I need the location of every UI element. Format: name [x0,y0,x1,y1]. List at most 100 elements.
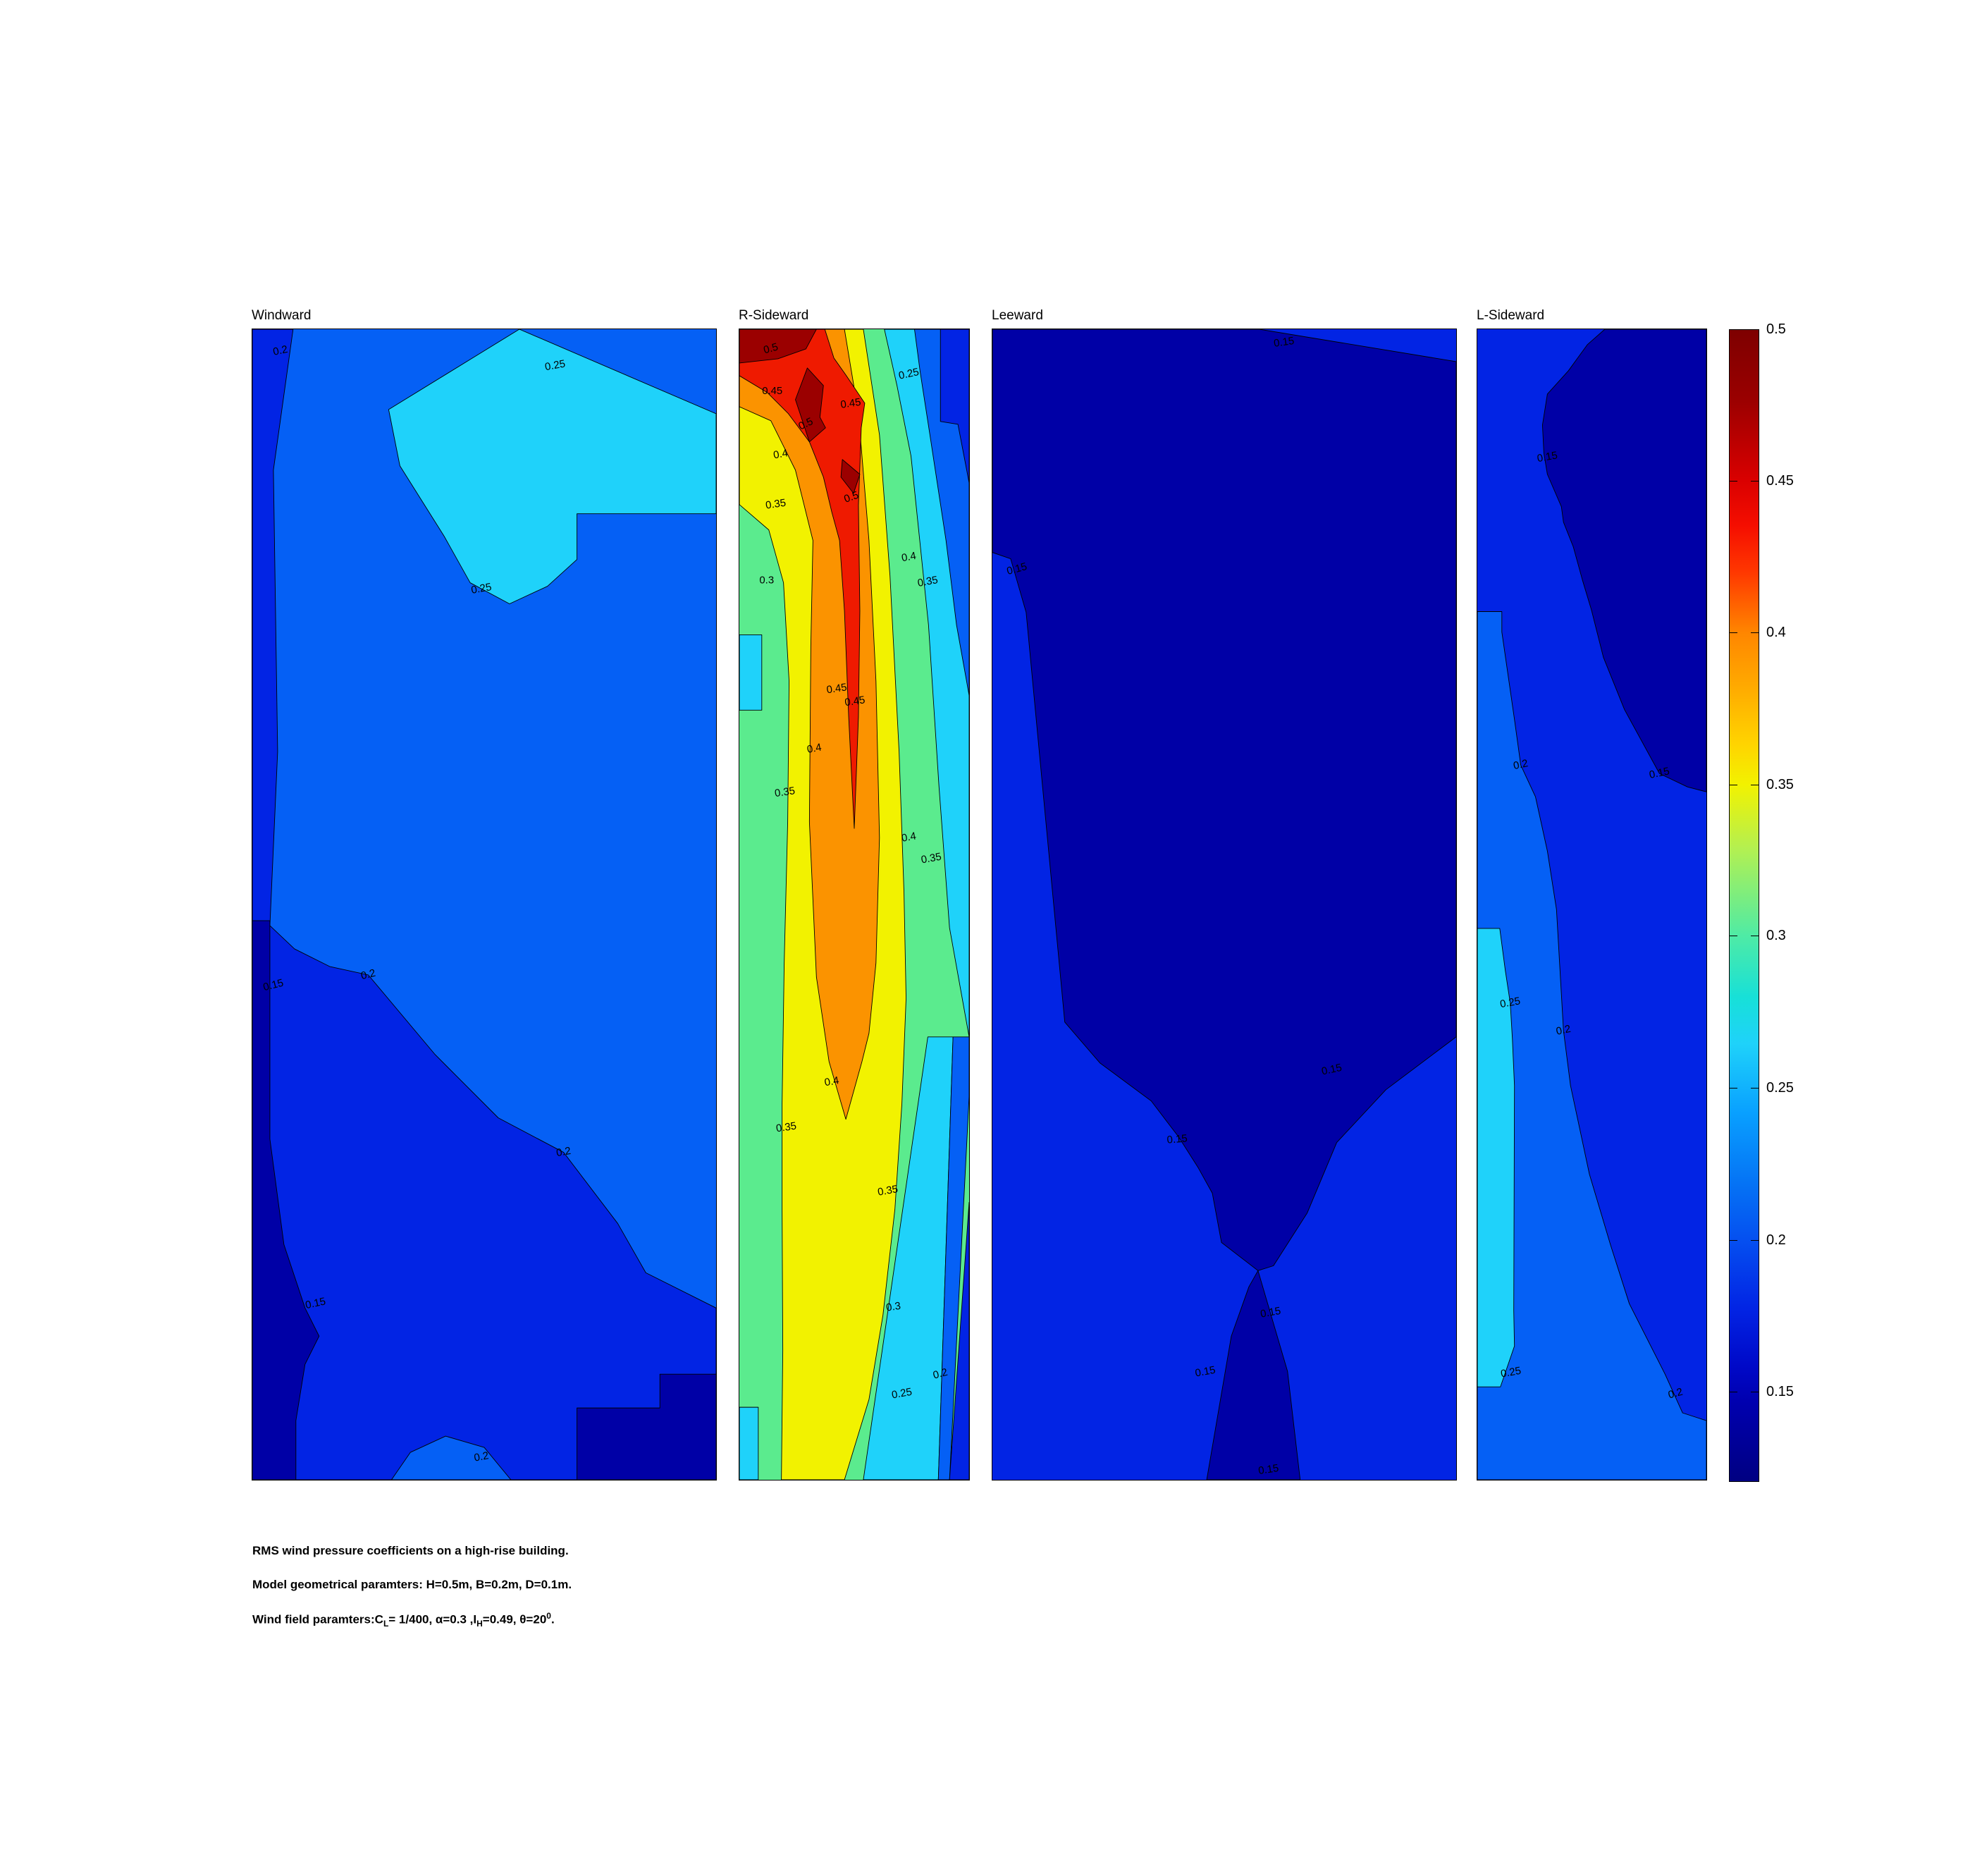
contour-level-label: 0.2 [555,1145,572,1159]
colorbar-tick-mark [1751,481,1759,482]
contour-panel-leeward: 0.15 0.15 0.15 0.15 0.15 0.15 0.15 [992,329,1457,1480]
contour-band-bright [937,1036,969,1480]
colorbar [1729,329,1759,1482]
contour-level-label: 0.15 [1166,1132,1188,1146]
contour-band-red [739,329,866,829]
contour-level-label: 0.35 [774,785,796,799]
contour-band-darkred [795,367,826,443]
colorbar-tick-label: 0.2 [1766,1232,1786,1248]
contour-level-label: 0.3 [885,1300,901,1314]
caption-line-1: RMS wind pressure coefficients on a high… [252,1544,569,1557]
contour-level-label: 0.35 [877,1183,899,1198]
contour-level-label: 0.25 [470,581,493,596]
contour-level-label: 0.2 [932,1366,949,1382]
contour-level-label: 0.15 [1260,1305,1282,1320]
colorbar-tick-label: 0.25 [1766,1079,1794,1096]
contour-level-label: 0.2 [1555,1023,1572,1038]
contour-band-cyan [739,634,763,711]
contour-level-label: 0.35 [920,851,942,866]
contour-level-label: 0.15 [1194,1364,1217,1380]
contour-level-label: 0.35 [917,574,940,589]
contour-level-label: 0.15 [262,977,285,994]
contour-level-label: 0.45 [844,694,866,709]
contour-plot-leeward: 0.15 0.15 0.15 0.15 0.15 0.15 0.15 [992,329,1456,1480]
contour-level-label: 0.35 [765,497,787,512]
contour-band-navy [252,920,320,1480]
contour-band-royal [252,329,716,1480]
contour-panel-windward: 0.2 0.25 0.25 0.2 0.15 0.2 0.15 0.2 [252,329,717,1480]
colorbar-tick-mark [1751,1239,1759,1241]
contour-level-label: 0.5 [842,489,860,505]
caption-line-3: Wind field paramters:CL= 1/400, α=0.3 ,I… [252,1611,555,1629]
contour-band-navy [1541,329,1706,792]
panel-title-r-sideward: R-Sideward [739,308,809,323]
caption-segment: =0.49, θ=20 [482,1612,547,1626]
caption-segment: 0 [546,1611,551,1621]
caption-segment: Wind field paramters:C [252,1612,383,1626]
contour-band-cyan [863,1036,954,1480]
contour-level-label: 0.2 [272,343,289,358]
contour-level-label: 0.45 [762,385,782,397]
contour-level-label: 0.15 [1006,560,1028,577]
contour-band-cyan [388,329,716,604]
colorbar-tick-mark [1729,1087,1737,1089]
contour-plot-windward: 0.2 0.25 0.25 0.2 0.15 0.2 0.15 0.2 [252,329,716,1480]
panel-title-l-sideward: L-Sideward [1477,308,1545,323]
contour-level-label: 0.2 [1513,757,1529,772]
contour-level-label: 0.15 [304,1295,327,1311]
colorbar-tick-mark [1729,1239,1737,1241]
panel-title-windward: Windward [252,308,312,323]
contour-band-navy [992,329,1456,1271]
contour-level-label: 0.15 [1273,335,1295,350]
colorbar-tick-mark [1751,632,1759,633]
colorbar-tick-label: 0.3 [1766,928,1786,943]
contour-level-label: 0.15 [1320,1062,1343,1078]
contour-level-label: 0.4 [901,830,917,844]
contour-level-label: 0.25 [891,1386,913,1402]
colorbar-tick-mark [1729,481,1737,482]
contour-band-royal [949,1202,969,1480]
caption-segment: H [476,1619,483,1629]
caption-segment: = 1/400, α=0.3 ,I [388,1612,477,1626]
contour-band-bright [1477,611,1706,1480]
contour-level-label: 0.25 [1499,995,1522,1010]
contour-level-label: 0.15 [1648,765,1670,781]
contour-band-bright [390,1435,512,1480]
colorbar-tick-mark [1729,632,1737,633]
caption-segment: L [383,1619,389,1629]
contour-level-label: 0.15 [1537,449,1559,465]
contour-panel-l-sideward: 0.15 0.2 0.15 0.25 0.2 0.25 0.2 [1477,329,1707,1480]
contour-level-label: 0.4 [772,447,789,461]
contour-level-label: 0.2 [1667,1386,1684,1402]
caption-segment: . [550,1612,555,1626]
contour-level-label: 0.15 [1257,1462,1279,1477]
contour-level-label: 0.25 [1500,1365,1522,1380]
colorbar-tick-label: 0.4 [1766,625,1786,640]
contour-level-label: 0.35 [775,1120,797,1135]
contour-level-label: 0.25 [897,366,920,382]
contour-level-label: 0.3 [759,574,774,586]
colorbar-tick-label: 0.5 [1766,321,1786,337]
contour-level-label: 0.45 [826,681,848,696]
colorbar-tick-mark [1751,329,1759,330]
colorbar-tick-label: 0.35 [1766,776,1794,792]
contour-level-label: 0.4 [806,742,823,756]
colorbar-tick-mark [1729,329,1737,330]
contour-band-cyan [739,1406,759,1480]
contour-band-navy [577,1373,716,1480]
contour-level-label: 0.25 [544,357,567,373]
contour-band-navy [1206,1270,1301,1480]
contour-level-label: 0.2 [359,967,376,983]
contour-level-label: 0.2 [473,1449,489,1464]
colorbar-tick-mark [1751,1087,1759,1089]
contour-band-royal [940,329,969,484]
colorbar-tick-label: 0.15 [1766,1384,1794,1400]
contour-band-darkred [739,329,817,364]
colorbar-tick-label: 0.45 [1766,473,1794,489]
contour-band-darkred [840,459,861,494]
contour-level-label: 0.45 [839,396,861,411]
contour-level-label: 0.4 [901,550,917,564]
contour-panel-r-sideward: 0.5 0.25 0.45 0.45 0.5 0.4 0.5 0.35 0.4 0.3 0.35 0.… [739,329,970,1480]
contour-plot-l-sideward: 0.15 0.2 0.15 0.25 0.2 0.25 0.2 [1477,329,1706,1480]
